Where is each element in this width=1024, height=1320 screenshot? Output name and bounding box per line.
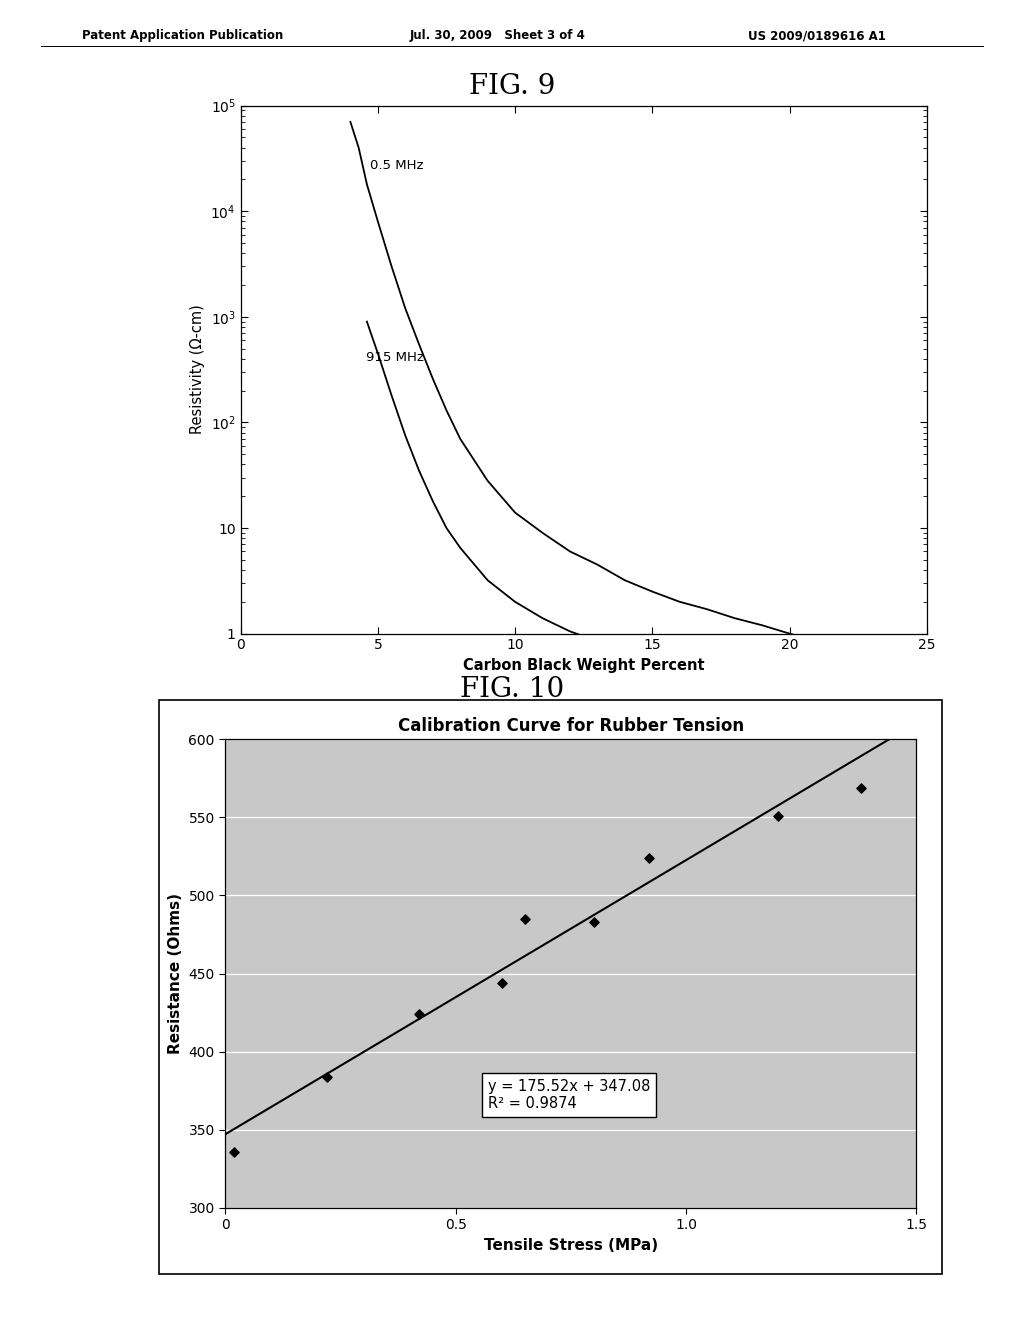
Y-axis label: Resistance (Ohms): Resistance (Ohms) xyxy=(168,894,183,1053)
Text: FIG. 10: FIG. 10 xyxy=(460,676,564,702)
Text: Jul. 30, 2009   Sheet 3 of 4: Jul. 30, 2009 Sheet 3 of 4 xyxy=(410,29,586,42)
X-axis label: Tensile Stress (MPa): Tensile Stress (MPa) xyxy=(483,1238,658,1253)
Point xyxy=(770,805,786,826)
Text: Patent Application Publication: Patent Application Publication xyxy=(82,29,284,42)
Point xyxy=(494,973,510,994)
Point xyxy=(411,1003,427,1024)
Point xyxy=(641,847,657,869)
Point xyxy=(318,1067,335,1088)
Point xyxy=(226,1140,243,1162)
X-axis label: Carbon Black Weight Percent: Carbon Black Weight Percent xyxy=(463,657,705,673)
Text: 915 MHz: 915 MHz xyxy=(366,351,423,364)
Point xyxy=(586,911,602,932)
Title: Calibration Curve for Rubber Tension: Calibration Curve for Rubber Tension xyxy=(397,717,744,735)
Text: y = 175.52x + 347.08
R² = 0.9874: y = 175.52x + 347.08 R² = 0.9874 xyxy=(488,1078,650,1111)
Point xyxy=(517,908,534,929)
Y-axis label: Resistivity (Ω-cm): Resistivity (Ω-cm) xyxy=(189,305,205,434)
Text: US 2009/0189616 A1: US 2009/0189616 A1 xyxy=(748,29,886,42)
Text: FIG. 9: FIG. 9 xyxy=(469,73,555,99)
Text: 0.5 MHz: 0.5 MHz xyxy=(370,160,423,172)
Point xyxy=(853,777,869,799)
